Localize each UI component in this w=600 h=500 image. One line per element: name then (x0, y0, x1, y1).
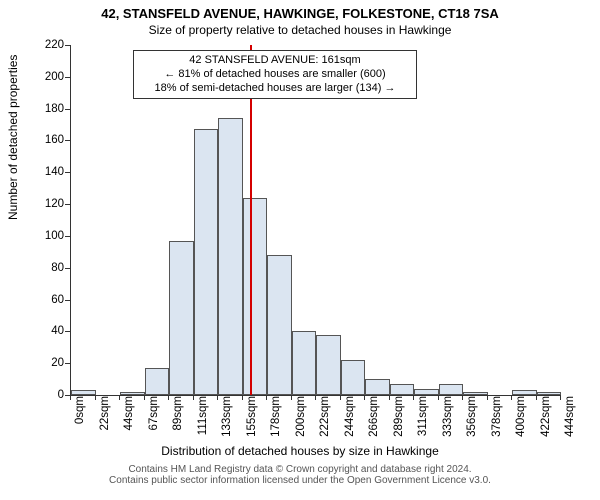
histogram-bar (439, 384, 464, 395)
y-tick-label: 160 (45, 134, 64, 146)
y-tick-label: 100 (45, 230, 64, 242)
y-axis-label: Number of detached properties (6, 55, 20, 220)
footer: Contains HM Land Registry data © Crown c… (0, 464, 600, 486)
x-tick-label: 133sqm (221, 396, 233, 446)
y-tick-label: 0 (58, 389, 64, 401)
x-axis-label: Distribution of detached houses by size … (0, 444, 600, 458)
histogram-bar (145, 368, 170, 395)
histogram-bar (292, 331, 317, 395)
x-tick-label: 444sqm (564, 396, 576, 446)
histogram-bar (316, 335, 341, 395)
histogram-bar (463, 392, 488, 395)
plot-area: 42 STANSFELD AVENUE: 161sqm ← 81% of det… (70, 45, 561, 396)
x-tick-label: 67sqm (148, 396, 160, 446)
chart-container: 42, STANSFELD AVENUE, HAWKINGE, FOLKESTO… (0, 0, 600, 500)
y-tick-label: 220 (45, 39, 64, 51)
chart-subtitle: Size of property relative to detached ho… (0, 21, 600, 37)
annotation-line3: 18% of semi-detached houses are larger (… (140, 82, 410, 96)
y-tick-label: 80 (51, 262, 64, 274)
histogram-bar (414, 389, 439, 395)
annotation-line1: 42 STANSFELD AVENUE: 161sqm (140, 54, 410, 68)
x-tick-label: 200sqm (295, 396, 307, 446)
y-tick-label: 40 (51, 325, 64, 337)
histogram-bar (194, 129, 219, 395)
y-tick-label: 120 (45, 198, 64, 210)
histogram-bar (537, 392, 562, 395)
x-tick-label: 44sqm (123, 396, 135, 446)
annotation-line2: ← 81% of detached houses are smaller (60… (140, 68, 410, 82)
histogram-bar (120, 392, 145, 395)
x-tick-label: 289sqm (393, 396, 405, 446)
histogram-bar (390, 384, 415, 395)
histogram-bar (243, 198, 268, 395)
footer-line1: Contains HM Land Registry data © Crown c… (0, 464, 600, 475)
x-tick-label: 111sqm (197, 396, 209, 446)
x-tick-label: 244sqm (344, 396, 356, 446)
histogram-bar (365, 379, 390, 395)
x-tick-label: 356sqm (466, 396, 478, 446)
x-tick-label: 222sqm (319, 396, 331, 446)
histogram-bar (512, 390, 537, 395)
x-tick-label: 400sqm (515, 396, 527, 446)
histogram-bar (169, 241, 194, 395)
histogram-bar (267, 255, 292, 395)
x-tick-label: 22sqm (99, 396, 111, 446)
x-tick-label: 378sqm (491, 396, 503, 446)
chart-title: 42, STANSFELD AVENUE, HAWKINGE, FOLKESTO… (0, 0, 600, 21)
x-tick-label: 0sqm (74, 396, 86, 446)
y-tick-label: 20 (51, 357, 64, 369)
histogram-bar (218, 118, 243, 395)
y-tick-label: 60 (51, 294, 64, 306)
x-tick-label: 422sqm (540, 396, 552, 446)
x-tick-label: 89sqm (172, 396, 184, 446)
x-tick-label: 266sqm (368, 396, 380, 446)
histogram-bar (71, 390, 96, 395)
y-tick-label: 180 (45, 103, 64, 115)
x-tick-label: 178sqm (270, 396, 282, 446)
annotation-box: 42 STANSFELD AVENUE: 161sqm ← 81% of det… (133, 50, 417, 99)
x-tick-label: 155sqm (246, 396, 258, 446)
x-tick-label: 333sqm (442, 396, 454, 446)
y-tick-label: 140 (45, 166, 64, 178)
y-tick-label: 200 (45, 71, 64, 83)
x-tick-label: 311sqm (417, 396, 429, 446)
histogram-bar (341, 360, 366, 395)
footer-line2: Contains public sector information licen… (0, 475, 600, 486)
